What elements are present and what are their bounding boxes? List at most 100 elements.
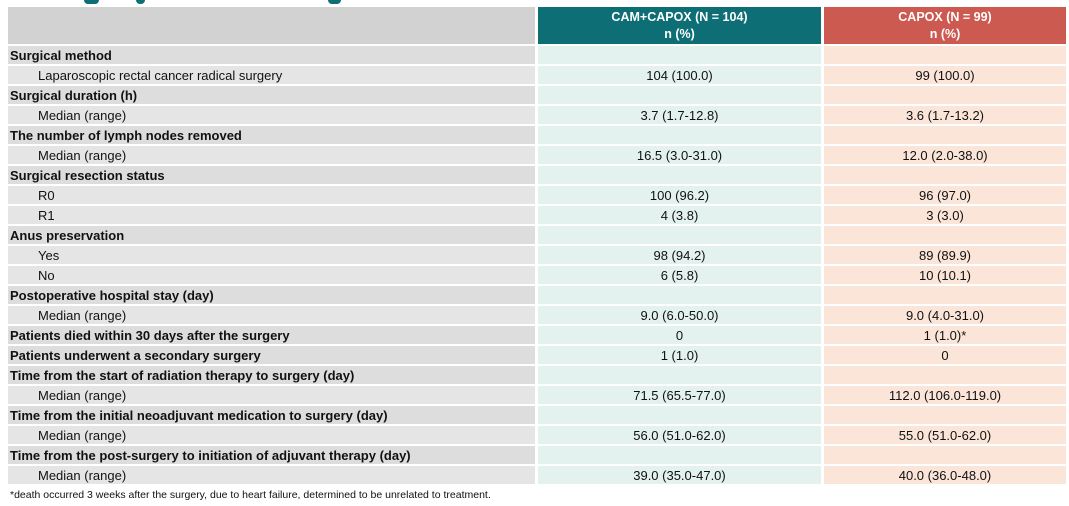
table-row: R0 100 (96.2) 96 (97.0) <box>8 186 1066 204</box>
title-descender-mark <box>328 0 341 4</box>
cell-capox: 0 <box>824 346 1066 364</box>
cell-capox <box>824 406 1066 424</box>
table-row: Median (range) 71.5 (65.5-77.0) 112.0 (1… <box>8 386 1066 404</box>
cell-capox <box>824 286 1066 304</box>
cell-cam-capox: 3.7 (1.7-12.8) <box>538 106 821 124</box>
group2-subtitle: n (%) <box>929 26 961 41</box>
row-label: Time from the post-surgery to initiation… <box>8 446 535 464</box>
cell-capox <box>824 126 1066 144</box>
cell-capox: 112.0 (106.0-119.0) <box>824 386 1066 404</box>
row-label: Anus preservation <box>8 226 535 244</box>
row-label: Yes <box>8 246 535 264</box>
table-row: The number of lymph nodes removed <box>8 126 1066 144</box>
row-label: Median (range) <box>8 426 535 444</box>
cell-cam-capox <box>538 126 821 144</box>
cell-capox: 1 (1.0)* <box>824 326 1066 344</box>
cell-cam-capox: 39.0 (35.0-47.0) <box>538 466 821 484</box>
table-row: Time from the start of radiation therapy… <box>8 366 1066 384</box>
row-label: Median (range) <box>8 106 535 124</box>
cell-cam-capox: 104 (100.0) <box>538 66 821 84</box>
cell-capox <box>824 86 1066 104</box>
table-row: Laparoscopic rectal cancer radical surge… <box>8 66 1066 84</box>
table-row: Median (range) 9.0 (6.0-50.0) 9.0 (4.0-3… <box>8 306 1066 324</box>
cell-cam-capox: 71.5 (65.5-77.0) <box>538 386 821 404</box>
group1-subtitle: n (%) <box>664 26 695 41</box>
row-label: Laparoscopic rectal cancer radical surge… <box>8 66 535 84</box>
cell-capox: 55.0 (51.0-62.0) <box>824 426 1066 444</box>
row-label: The number of lymph nodes removed <box>8 126 535 144</box>
cell-capox <box>824 366 1066 384</box>
table-row: Surgical resection status <box>8 166 1066 184</box>
table-row: Postoperative hospital stay (day) <box>8 286 1066 304</box>
cell-cam-capox: 16.5 (3.0-31.0) <box>538 146 821 164</box>
row-label: Median (range) <box>8 466 535 484</box>
table-row: Median (range) 16.5 (3.0-31.0) 12.0 (2.0… <box>8 146 1066 164</box>
row-label: Patients underwent a secondary surgery <box>8 346 535 364</box>
row-label: R0 <box>8 186 535 204</box>
cell-capox: 3.6 (1.7-13.2) <box>824 106 1066 124</box>
cell-cam-capox: 4 (3.8) <box>538 206 821 224</box>
row-label: Patients died within 30 days after the s… <box>8 326 535 344</box>
table-row: Median (range) 39.0 (35.0-47.0) 40.0 (36… <box>8 466 1066 484</box>
row-label: No <box>8 266 535 284</box>
cell-capox: 99 (100.0) <box>824 66 1066 84</box>
cell-capox: 89 (89.9) <box>824 246 1066 264</box>
cell-capox: 40.0 (36.0-48.0) <box>824 466 1066 484</box>
comparison-table: CAM+CAPOX (N = 104) n (%) CAPOX (N = 99)… <box>8 7 1066 486</box>
cell-capox: 9.0 (4.0-31.0) <box>824 306 1066 324</box>
table-row: Time from the initial neoadjuvant medica… <box>8 406 1066 424</box>
table-row: Surgical method <box>8 46 1066 64</box>
title-descender-mark <box>84 0 99 4</box>
row-label: Postoperative hospital stay (day) <box>8 286 535 304</box>
group1-title: CAM+CAPOX (N = 104) <box>611 9 748 24</box>
table-header-row: CAM+CAPOX (N = 104) n (%) CAPOX (N = 99)… <box>8 7 1066 44</box>
cell-cam-capox: 6 (5.8) <box>538 266 821 284</box>
row-label: Time from the initial neoadjuvant medica… <box>8 406 535 424</box>
cell-cam-capox <box>538 366 821 384</box>
table-row: Yes 98 (94.2) 89 (89.9) <box>8 246 1066 264</box>
cell-cam-capox <box>538 446 821 464</box>
header-capox-cell: CAPOX (N = 99) n (%) <box>824 7 1066 44</box>
row-label: R1 <box>8 206 535 224</box>
row-label: Surgical method <box>8 46 535 64</box>
table-footnote: *death occurred 3 weeks after the surger… <box>10 489 491 501</box>
group2-title: CAPOX (N = 99) <box>898 9 992 24</box>
cell-capox: 12.0 (2.0-38.0) <box>824 146 1066 164</box>
cell-cam-capox: 9.0 (6.0-50.0) <box>538 306 821 324</box>
cropped-title-remnant <box>0 0 1069 5</box>
cell-cam-capox: 0 <box>538 326 821 344</box>
header-blank-cell <box>8 7 535 44</box>
cell-cam-capox <box>538 166 821 184</box>
table-row: Anus preservation <box>8 226 1066 244</box>
cell-cam-capox: 1 (1.0) <box>538 346 821 364</box>
table-row: No 6 (5.8) 10 (10.1) <box>8 266 1066 284</box>
cell-capox <box>824 166 1066 184</box>
cell-capox <box>824 446 1066 464</box>
cell-capox: 96 (97.0) <box>824 186 1066 204</box>
table-row: Patients died within 30 days after the s… <box>8 326 1066 344</box>
cell-capox: 3 (3.0) <box>824 206 1066 224</box>
cell-capox: 10 (10.1) <box>824 266 1066 284</box>
cell-cam-capox <box>538 86 821 104</box>
cell-cam-capox: 98 (94.2) <box>538 246 821 264</box>
table-row: Median (range) 3.7 (1.7-12.8) 3.6 (1.7-1… <box>8 106 1066 124</box>
row-label: Median (range) <box>8 146 535 164</box>
row-label: Median (range) <box>8 386 535 404</box>
table-row: Surgical duration (h) <box>8 86 1066 104</box>
table-row: Median (range) 56.0 (51.0-62.0) 55.0 (51… <box>8 426 1066 444</box>
table-body: Surgical method Laparoscopic rectal canc… <box>8 46 1066 484</box>
table-row: Time from the post-surgery to initiation… <box>8 446 1066 464</box>
title-descender-mark <box>136 0 145 4</box>
cell-cam-capox <box>538 286 821 304</box>
row-label: Surgical resection status <box>8 166 535 184</box>
header-cam-capox-cell: CAM+CAPOX (N = 104) n (%) <box>538 7 821 44</box>
table-row: R1 4 (3.8) 3 (3.0) <box>8 206 1066 224</box>
table-row: Patients underwent a secondary surgery 1… <box>8 346 1066 364</box>
cell-cam-capox: 100 (96.2) <box>538 186 821 204</box>
cell-cam-capox <box>538 406 821 424</box>
cell-cam-capox: 56.0 (51.0-62.0) <box>538 426 821 444</box>
cell-cam-capox <box>538 46 821 64</box>
row-label: Surgical duration (h) <box>8 86 535 104</box>
cell-capox <box>824 226 1066 244</box>
